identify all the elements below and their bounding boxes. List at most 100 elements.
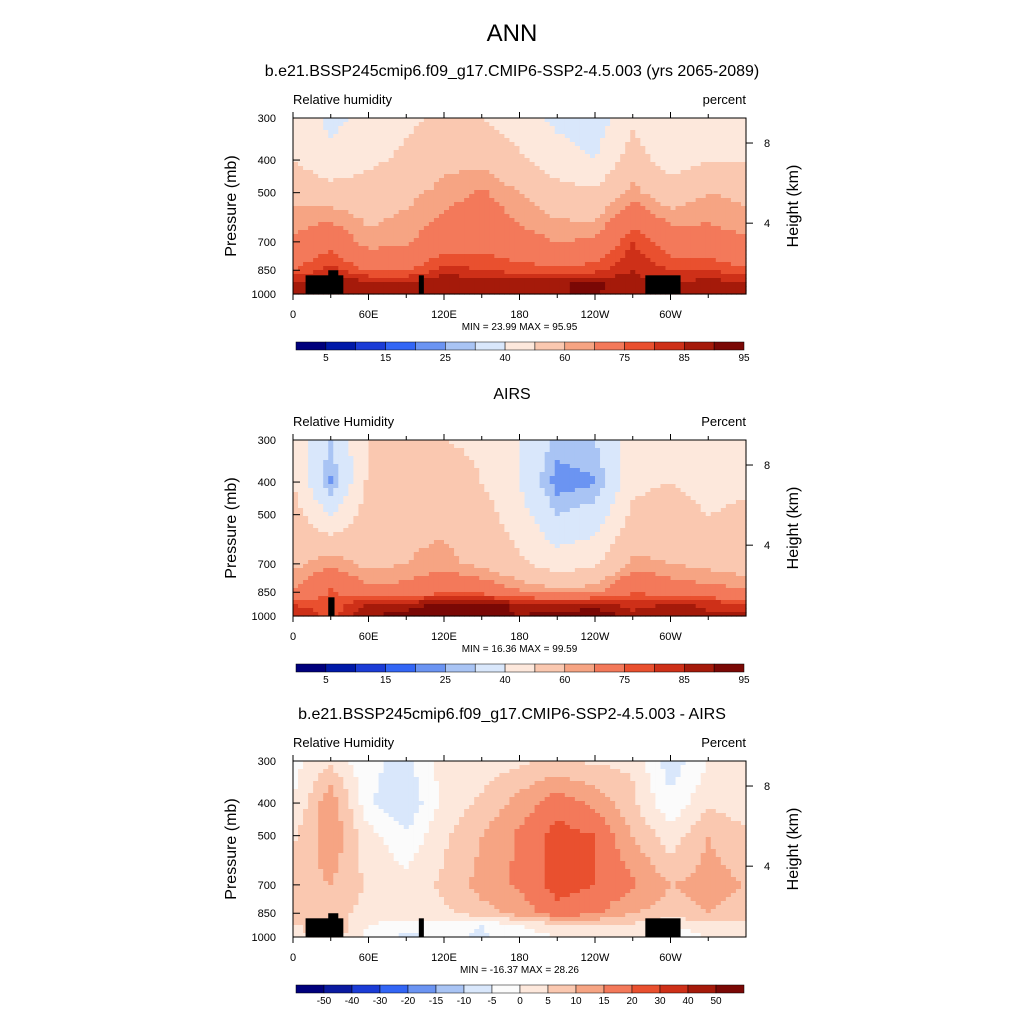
field-cell (494, 282, 500, 287)
field-cell (303, 460, 309, 465)
field-cell (710, 464, 717, 469)
field-cell (499, 122, 505, 127)
field-cell (615, 142, 621, 147)
field-cell (368, 138, 375, 143)
field-cell (735, 258, 742, 263)
field-cell (333, 122, 339, 127)
field-cell (459, 142, 465, 147)
field-cell (313, 254, 319, 259)
field-cell (293, 238, 299, 243)
field-cell (740, 246, 747, 251)
field-cell (589, 138, 596, 143)
field-cell (328, 158, 334, 163)
field-cell (715, 206, 722, 211)
field-cell (720, 202, 727, 207)
field-cell (569, 190, 576, 195)
field-cell (574, 202, 581, 207)
field-cell (690, 158, 697, 163)
field-cell (549, 448, 556, 453)
field-cell (328, 444, 334, 449)
field-cell (569, 210, 576, 215)
field-cell (428, 278, 435, 283)
field-cell (640, 242, 646, 247)
field-cell (383, 162, 390, 167)
field-cell (428, 274, 435, 279)
field-cell (534, 286, 541, 291)
field-cell (645, 178, 651, 183)
field-cell (700, 130, 707, 135)
field-cell (544, 242, 551, 247)
field-cell (700, 258, 707, 263)
field-cell (605, 226, 611, 231)
field-cell (534, 230, 541, 235)
field-cell (449, 464, 455, 469)
field-cell (318, 468, 324, 473)
field-cell (509, 174, 516, 179)
field-cell (595, 250, 601, 255)
field-cell (670, 448, 677, 453)
field-cell (630, 134, 636, 139)
field-cell (358, 146, 365, 151)
field-cell (373, 464, 380, 469)
field-cell (413, 178, 420, 183)
field-cell (675, 270, 682, 275)
field-cell (730, 270, 737, 275)
field-cell (358, 452, 365, 457)
field-cell (469, 440, 475, 445)
field-cell (519, 266, 526, 271)
field-cell (635, 262, 641, 267)
field-cell (393, 134, 400, 139)
field-cell (675, 122, 682, 127)
field-cell (589, 246, 596, 251)
field-cell (600, 444, 606, 449)
field-cell (685, 186, 692, 191)
field-cell (323, 242, 329, 247)
field-cell (433, 194, 440, 199)
field-cell (494, 234, 500, 239)
field-cell (393, 118, 400, 123)
field-cell (595, 262, 601, 267)
field-cell (494, 198, 500, 203)
field-cell (408, 480, 415, 485)
field-cell (680, 476, 687, 481)
field-cell (710, 154, 717, 159)
field-cell (373, 456, 380, 461)
field-cell (650, 456, 656, 461)
field-cell (509, 286, 516, 291)
field-cell (605, 258, 611, 263)
field-cell (635, 452, 641, 457)
field-cell (469, 464, 475, 469)
field-cell (620, 162, 626, 167)
field-cell (544, 278, 551, 283)
field-cell (529, 158, 536, 163)
field-cell (740, 194, 747, 199)
field-cell (413, 274, 420, 279)
field-cell (363, 178, 370, 183)
field-cell (464, 480, 470, 485)
field-cell (373, 118, 380, 123)
field-cell (670, 230, 677, 235)
field-cell (579, 472, 586, 477)
field-cell (645, 154, 651, 159)
field-cell (383, 178, 390, 183)
field-cell (438, 234, 445, 239)
field-cell (353, 230, 360, 235)
field-cell (343, 134, 349, 139)
field-cell (464, 234, 470, 239)
field-cell (544, 480, 551, 485)
field-cell (464, 286, 470, 291)
field-cell (595, 460, 601, 465)
field-cell (388, 198, 395, 203)
contour-field (293, 440, 747, 617)
field-cell (308, 210, 314, 215)
field-cell (474, 154, 480, 159)
field-cell (338, 190, 344, 195)
field-cell (499, 440, 505, 445)
field-cell (464, 170, 470, 175)
field-cell (423, 218, 430, 223)
field-cell (393, 266, 400, 271)
field-cell (383, 146, 390, 151)
field-cell (680, 266, 687, 271)
field-cell (433, 122, 440, 127)
field-cell (665, 130, 672, 135)
